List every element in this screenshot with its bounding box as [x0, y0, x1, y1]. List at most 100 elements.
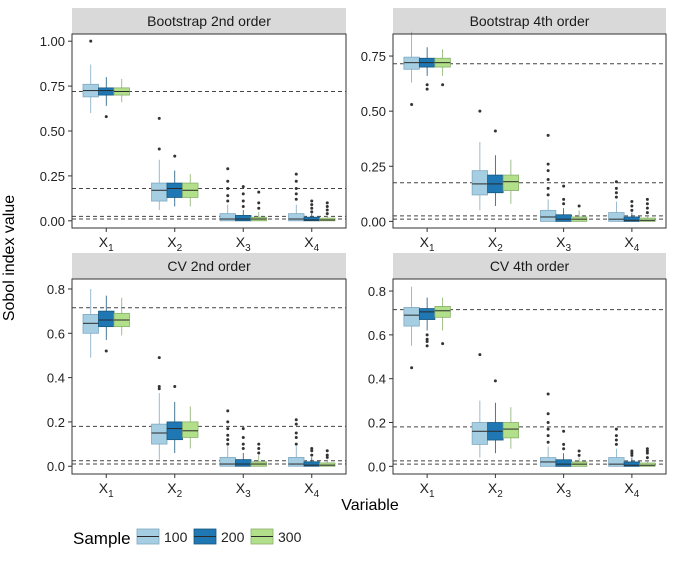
outlier-point	[645, 206, 649, 210]
outlier-point	[630, 208, 634, 212]
outlier-point	[226, 409, 230, 413]
box-iqr	[403, 56, 420, 70]
box	[303, 199, 320, 222]
box	[319, 201, 336, 222]
outlier-point	[241, 199, 245, 203]
outlier-point	[630, 453, 634, 457]
outlier-point	[226, 427, 230, 431]
box	[219, 167, 236, 222]
outlier-point	[577, 449, 581, 453]
box	[403, 31, 420, 107]
outlier-point	[294, 179, 298, 183]
outlier-point	[410, 366, 414, 370]
outlier-point	[425, 87, 429, 91]
box	[639, 197, 656, 222]
outlier-point	[241, 442, 245, 446]
outlier-point	[241, 427, 245, 431]
outlier-point	[614, 427, 618, 431]
box-iqr	[471, 170, 489, 196]
x-tick-label: X4	[304, 480, 319, 500]
y-tick-label: 0.25	[40, 169, 65, 184]
box	[319, 449, 336, 467]
outlier-point	[562, 184, 566, 188]
outlier-point	[241, 192, 245, 196]
outlier-point	[325, 208, 329, 212]
x-tick-label: X2	[488, 480, 503, 500]
outlier-point	[241, 447, 245, 451]
box-iqr	[98, 310, 115, 328]
box-iqr	[639, 217, 656, 222]
box-iqr	[502, 174, 520, 191]
legend-title: Sample	[73, 529, 131, 548]
outlier-point	[226, 420, 230, 424]
x-tick-label: X3	[236, 480, 251, 500]
outlier-point	[226, 194, 230, 198]
legend-item: 200	[193, 528, 245, 545]
outlier-point	[226, 186, 230, 190]
outlier-point	[630, 200, 634, 204]
outlier-point	[325, 201, 329, 205]
outlier-point	[614, 438, 618, 442]
box	[471, 353, 489, 458]
panel-strip	[72, 8, 346, 34]
outlier-point	[310, 449, 314, 453]
box	[182, 174, 199, 207]
outlier-point	[241, 435, 245, 439]
box	[487, 129, 504, 206]
outlier-point	[257, 206, 261, 210]
outlier-point	[294, 197, 298, 201]
box	[219, 409, 236, 467]
outlier-point	[410, 103, 414, 107]
outlier-point	[257, 447, 261, 451]
box	[539, 133, 557, 222]
outlier-point	[294, 442, 298, 446]
outlier-point	[310, 199, 314, 203]
outlier-point	[645, 456, 649, 460]
box-iqr	[166, 182, 183, 198]
box	[570, 204, 588, 222]
panels: Bootstrap 2nd order 0.00 0.25 0.50 0.75 1.00 X…	[40, 8, 667, 500]
box	[639, 447, 656, 467]
legend: Sample 100 200 300	[73, 528, 302, 548]
box	[623, 449, 641, 467]
box	[151, 116, 168, 211]
x-tick-label: X2	[488, 234, 503, 254]
outlier-point	[546, 427, 550, 431]
x-tick-label: X1	[99, 234, 114, 254]
box-iqr	[182, 421, 199, 438]
outlier-point	[493, 129, 497, 133]
box	[250, 190, 267, 222]
box-iqr	[471, 422, 489, 445]
box	[418, 297, 436, 348]
box	[303, 447, 320, 467]
outlier-point	[630, 449, 634, 453]
box	[98, 77, 115, 119]
outlier-point	[441, 83, 445, 87]
box-iqr	[608, 457, 625, 467]
box-iqr	[151, 182, 168, 202]
outlier-point	[546, 392, 550, 396]
box	[166, 154, 183, 207]
box	[151, 356, 168, 460]
y-tick-label: 0.0	[368, 459, 386, 474]
outlier-point	[614, 186, 618, 190]
legend-item: 300	[250, 528, 302, 545]
box	[502, 159, 520, 204]
outlier-point	[241, 204, 245, 208]
outlier-point	[562, 202, 566, 206]
outlier-point	[425, 344, 429, 348]
outlier-point	[614, 191, 618, 195]
outlier-point	[257, 190, 261, 194]
box	[608, 427, 625, 467]
box-iqr	[288, 213, 305, 222]
outlier-point	[546, 133, 550, 137]
outlier-point	[546, 169, 550, 173]
outlier-point	[104, 115, 108, 119]
x-tick-label: X2	[167, 234, 182, 254]
box-iqr	[219, 456, 236, 467]
box	[403, 286, 420, 370]
outlier-point	[173, 384, 177, 388]
outlier-point	[294, 422, 298, 426]
panel-border	[392, 278, 667, 475]
outlier-point	[294, 418, 298, 422]
